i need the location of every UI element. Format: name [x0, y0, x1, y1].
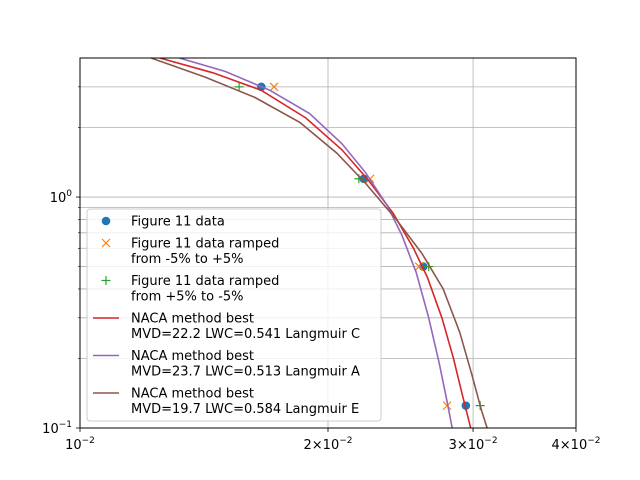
legend-item: Figure 11 data ramped from +5% to -5% [101, 274, 279, 305]
legend-item: Figure 11 data [101, 215, 225, 230]
legend-label: Figure 11 data ramped from -5% to +5% [131, 237, 279, 268]
y-tick-label: 100 [50, 189, 73, 206]
data-point [101, 238, 111, 248]
data-point [101, 216, 111, 226]
series-line [150, 58, 488, 428]
series-line [179, 58, 453, 428]
data-point [234, 82, 244, 92]
legend-box [86, 208, 382, 422]
legend-item: NACA method best MVD=22.2 LWC=0.541 Langm… [93, 312, 360, 343]
legend-label: NACA method best MVD=22.2 LWC=0.541 Langm… [131, 312, 360, 343]
x-tick-label: 10−2 [65, 436, 95, 453]
data-point [269, 82, 279, 92]
x-tick-label: 4×10−2 [552, 436, 601, 453]
legend-label: Figure 11 data [131, 215, 225, 230]
legend-label: NACA method best MVD=19.7 LWC=0.584 Langm… [131, 387, 359, 418]
axis-ticks: 10−2 2×10−2 3×10−2 4×10−2 10−1 100 [42, 86, 601, 453]
legend: Figure 11 data Figure 11 data ramped from … [86, 208, 382, 422]
data-point [101, 276, 111, 285]
legend-label: NACA method best MVD=23.7 LWC=0.513 Langm… [131, 349, 360, 380]
series [150, 58, 488, 428]
x-tick-label: 3×10−2 [449, 436, 498, 453]
series-line [159, 58, 472, 428]
legend-item: NACA method best MVD=23.7 LWC=0.513 Langm… [93, 349, 360, 380]
x-tick-label: 2×10−2 [304, 436, 353, 453]
plot-series [150, 58, 488, 428]
legend-label: Figure 11 data ramped from +5% to -5% [131, 274, 279, 305]
legend-item: Figure 11 data ramped from -5% to +5% [101, 237, 279, 268]
series [179, 58, 453, 428]
y-tick-label: 10−1 [42, 420, 72, 437]
legend-item: NACA method best MVD=19.7 LWC=0.584 Langm… [93, 387, 359, 418]
series [159, 58, 472, 428]
